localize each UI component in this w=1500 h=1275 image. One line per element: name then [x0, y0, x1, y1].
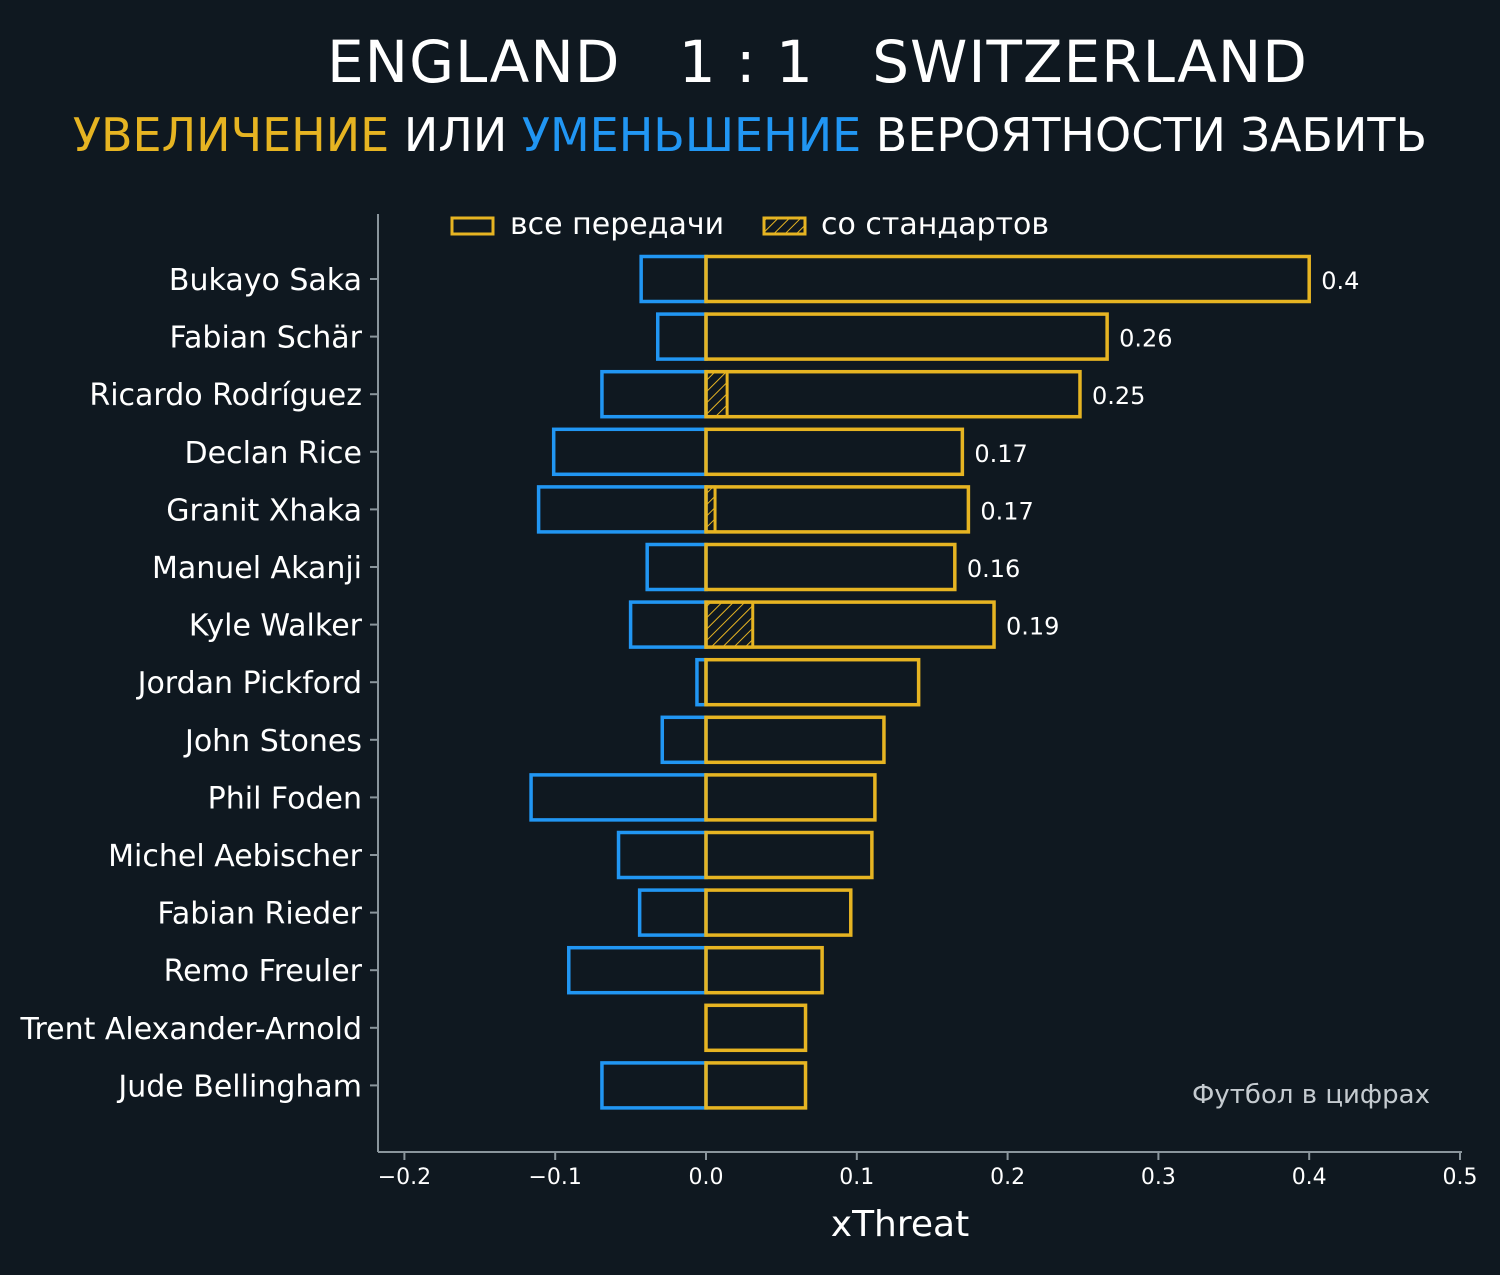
- y-tick-label: Fabian Rieder: [157, 897, 362, 932]
- x-tick-label: 0.3: [1141, 1165, 1176, 1190]
- increase-bar: [704, 485, 971, 534]
- decrease-bar: [536, 485, 708, 534]
- increase-bar: [704, 369, 1082, 419]
- y-tick-label: Phil Foden: [208, 781, 362, 816]
- legend-label-set-pieces: со стандартов: [821, 207, 1049, 242]
- decrease-bar: [660, 715, 708, 765]
- y-tick-label: John Stones: [183, 724, 362, 759]
- value-label: 0.17: [980, 497, 1033, 525]
- y-tick-label: Fabian Schär: [170, 321, 363, 356]
- x-tick-label: 0.0: [689, 1165, 724, 1190]
- increase-bar: [704, 542, 957, 592]
- increase-bar: [704, 427, 965, 477]
- y-tick-label: Michel Aebischer: [108, 839, 362, 874]
- watermark: Футбол в цифрах: [1192, 1080, 1430, 1110]
- decrease-bar: [616, 830, 708, 880]
- subtitle-or: ИЛИ: [403, 108, 508, 162]
- decrease-bar: [639, 254, 708, 304]
- x-axis-label: xThreat: [831, 1204, 969, 1245]
- chart-subtitle: УВЕЛИЧЕНИЕ ИЛИ УМЕНЬШЕНИЕ ВЕРОЯТНОСТИ ЗА…: [0, 108, 1500, 162]
- increase-bar: [704, 945, 824, 995]
- y-tick-label: Remo Freuler: [164, 954, 363, 989]
- value-label: 0.17: [974, 440, 1027, 468]
- decrease-bar: [645, 542, 708, 592]
- legend: все передачи со стандартов: [450, 207, 1049, 242]
- y-tick-label: Ricardo Rodríguez: [89, 378, 362, 413]
- legend-swatch-set-pieces: [762, 216, 807, 236]
- x-tick-label: −0.2: [378, 1165, 431, 1190]
- value-label: 0.26: [1119, 325, 1172, 353]
- subtitle-rest: ВЕРОЯТНОСТИ ЗАБИТЬ: [875, 108, 1428, 162]
- y-tick-label: Manuel Akanji: [152, 551, 362, 586]
- decrease-bar: [567, 945, 708, 995]
- y-tick-label: Kyle Walker: [189, 609, 363, 644]
- axes: −0.2 −0.1 0.0 0.1 0.2 0.3 0.4 0.5 xThreat Bukayo …: [20, 214, 1478, 1245]
- value-label: 0.19: [1006, 613, 1059, 641]
- y-tick-label: Declan Rice: [185, 436, 362, 471]
- y-tick-label: Bukayo Saka: [169, 263, 362, 298]
- y-tick-label: Granit Xhaka: [166, 493, 362, 528]
- value-label: 0.4: [1321, 267, 1359, 295]
- subtitle-decrease: УМЕНЬШЕНИЕ: [521, 108, 862, 162]
- chart-title: ENGLAND 1 : 1 SWITZERLAND: [327, 28, 1308, 96]
- legend-label-all-passes: все передачи: [510, 207, 724, 242]
- decrease-bar: [600, 1061, 708, 1110]
- x-tick-label: −0.1: [528, 1165, 581, 1190]
- decrease-bar: [628, 600, 708, 649]
- setpiece-bar: [704, 600, 755, 649]
- increase-bar: [704, 254, 1311, 304]
- legend-swatch-all-passes: [450, 216, 495, 236]
- value-label: 0.25: [1092, 382, 1145, 410]
- increase-bar: [704, 1003, 808, 1053]
- decrease-bar: [529, 773, 708, 822]
- y-tick-label: Trent Alexander-Arnold: [20, 1012, 362, 1047]
- increase-bar: [704, 888, 853, 937]
- decrease-bar: [551, 427, 708, 477]
- y-tick-label: Jude Bellingham: [116, 1069, 362, 1104]
- y-tick-label: Jordan Pickford: [136, 666, 362, 701]
- increase-bar: [704, 830, 874, 880]
- increase-bar: [704, 600, 996, 649]
- increase-bar: [704, 312, 1109, 361]
- increase-bar: [704, 715, 886, 765]
- increase-bar: [704, 657, 921, 707]
- setpiece-bar: [704, 370, 729, 419]
- value-label: 0.16: [967, 555, 1020, 583]
- bars: 0.4 0.26 0.25 0.17 0.17 0.16 0.19: [529, 254, 1359, 1110]
- decrease-bar: [637, 888, 708, 937]
- x-tick-label: 0.4: [1292, 1165, 1327, 1190]
- subtitle-increase: УВЕЛИЧЕНИЕ: [72, 108, 390, 162]
- decrease-bar: [600, 369, 708, 419]
- x-tick-label: 0.1: [839, 1165, 874, 1190]
- x-tick-label: 0.2: [990, 1165, 1025, 1190]
- increase-bar: [704, 1061, 808, 1110]
- x-tick-label: 0.5: [1443, 1165, 1478, 1190]
- increase-bar: [704, 773, 877, 822]
- decrease-bar: [655, 312, 708, 361]
